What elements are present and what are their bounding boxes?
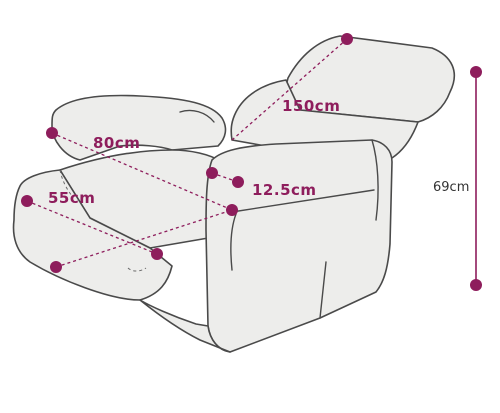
- chair-right-arm: [205, 139, 393, 353]
- total-height-label: 69cm: [433, 180, 469, 195]
- seat-width-label: 55cm: [48, 189, 95, 207]
- seat-width-dimension-line: [26, 200, 158, 255]
- dimension-point: [151, 248, 163, 260]
- dimension-point: [232, 176, 244, 188]
- seat-depth-dimension-line: [51, 132, 233, 211]
- dimension-point: [470, 66, 482, 78]
- chair-base: [139, 299, 231, 353]
- dimension-point: [21, 195, 33, 207]
- dimension-lines: [21, 33, 482, 291]
- footrest-diagonal-dimension-line: [55, 209, 233, 268]
- dimension-point: [226, 204, 238, 216]
- dimension-point: [46, 127, 58, 139]
- overall-length-dimension-line: [231, 38, 348, 141]
- dimension-labels: 150cm 80cm 55cm 12.5cm 69cm: [48, 97, 469, 207]
- dimension-point: [206, 167, 218, 179]
- seat-depth-label: 80cm: [93, 134, 140, 152]
- armrest-height-dimension-line: [211, 172, 239, 183]
- dimension-point: [341, 33, 353, 45]
- dimension-point: [50, 261, 62, 273]
- overall-length-label: 150cm: [282, 97, 340, 115]
- dimension-point: [470, 279, 482, 291]
- armrest-height-label: 12.5cm: [252, 181, 317, 199]
